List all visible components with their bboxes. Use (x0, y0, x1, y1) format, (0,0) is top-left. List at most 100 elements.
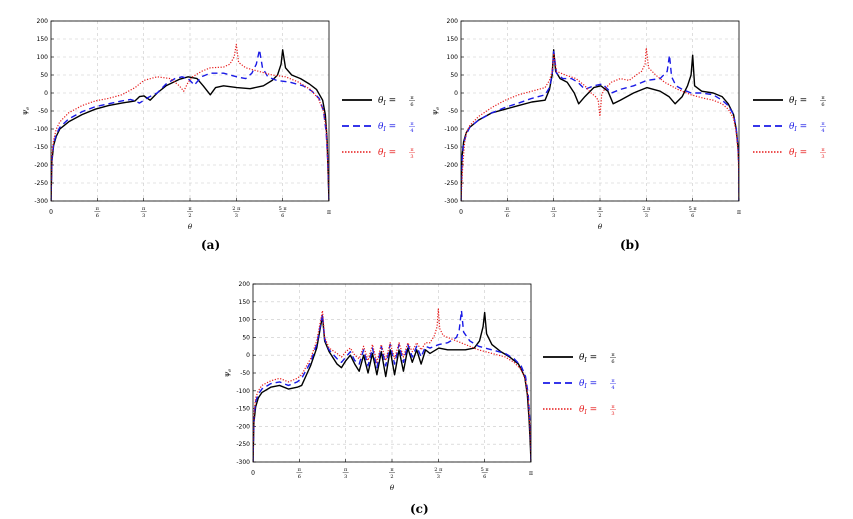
ytick-label-a-6: -100 (34, 126, 48, 133)
legend-eq-dashed-a: = (386, 122, 396, 132)
ytick-label-a-9: -250 (34, 180, 48, 187)
legend-frac-dotted-b-den: 3 (821, 154, 824, 160)
plot-frame-c (252, 283, 532, 463)
xtick-label-c-5-den: 6 (483, 474, 486, 480)
legend-label-dotted-a: θI = (378, 148, 396, 159)
legend-frac-dashed-a-den: 4 (410, 128, 413, 134)
xtick-label-a-3-num: π (188, 206, 192, 212)
ytick-label-c-4: 0 (246, 352, 250, 359)
panel-label-c: (c) (410, 502, 429, 516)
xtick-label-b-0: 0 (459, 209, 463, 216)
xtick-label-a-1: π6 (94, 206, 101, 219)
xtick-label-a-0-text: 0 (49, 209, 53, 216)
legend-frac-solid-c: π6 (610, 352, 616, 365)
legend-frac-dotted-a: π3 (409, 147, 415, 160)
legend-theta-dashed-c: θ (579, 379, 585, 389)
xtick-label-c-5: 5 π6 (481, 467, 490, 480)
ytick-label-b-6: -100 (444, 126, 458, 133)
xtick-label-c-1-num: π (298, 467, 302, 473)
ytick-label-b-9: -250 (444, 180, 458, 187)
legend-theta-dotted-c: θ (579, 405, 585, 415)
xtick-label-a-3: π2 (187, 206, 193, 219)
ytick-label-c-7: -150 (236, 406, 250, 413)
xtick-label-a-1-den: 6 (96, 213, 99, 219)
xtick-label-c-2: π3 (342, 467, 349, 480)
xtick-label-a-4: 2 π3 (232, 206, 241, 219)
xtick-label-a-2-num: π (142, 206, 146, 212)
plot-frame-b (460, 20, 740, 202)
ytick-label-b-4: 0 (454, 90, 458, 97)
xtick-label-a-2: π3 (140, 206, 147, 219)
ytick-label-a-5: -50 (38, 108, 48, 115)
legend-theta-solid-b: θ (789, 96, 795, 106)
ytick-label-b-1: 150 (447, 36, 459, 43)
legend-theta-dashed-a: θ (378, 122, 384, 132)
legend-frac-dashed-b: π4 (820, 121, 826, 134)
xtick-label-b-5: 5 π6 (689, 206, 698, 219)
legend-eq-solid-b: = (797, 96, 807, 106)
ytick-label-a-7: -150 (34, 144, 48, 151)
ytick-label-a-4: 0 (44, 90, 48, 97)
legend-frac-solid-b-den: 6 (821, 102, 824, 108)
y-axis-label-sub-b: e (435, 107, 441, 110)
panel-label-a: (a) (201, 238, 221, 252)
legend-theta-dotted-a: θ (378, 148, 384, 158)
legend-frac-solid-c-den: 6 (611, 359, 614, 365)
xtick-label-c-6-text: π (529, 470, 533, 477)
ytick-label-b-2: 100 (447, 54, 459, 61)
legend-frac-dotted-c: π3 (610, 404, 616, 417)
legend-sub-dotted-b: I (793, 152, 797, 159)
legend-eq-dotted-b: = (797, 148, 807, 158)
legend-frac-dashed-c-den: 4 (611, 385, 614, 391)
legend-frac-solid-b-num: π (821, 95, 825, 101)
series-line-dotted-b (461, 47, 739, 201)
xtick-label-c-2-den: 3 (344, 474, 347, 480)
xtick-label-b-6: π (737, 209, 741, 216)
xtick-label-c-4-den: 3 (437, 474, 440, 480)
xtick-label-c-0-text: 0 (251, 470, 255, 477)
xtick-label-b-4: 2 π3 (642, 206, 651, 219)
xtick-label-c-1-den: 6 (298, 474, 301, 480)
legend-eq-dashed-b: = (797, 122, 807, 132)
legend-sub-dashed-a: I (382, 126, 386, 133)
legend-sub-dashed-c: I (583, 383, 587, 390)
legend-sub-dotted-a: I (382, 152, 386, 159)
legend-sub-solid-b: I (793, 100, 797, 107)
chart-panel-a: 200 150 100 50 0 -50 -100 -150 -200 -250 -300 0 π 6 π 3… (0, 0, 430, 250)
xtick-label-b-5-den: 6 (691, 213, 694, 219)
legend-frac-dashed-a-num: π (410, 121, 414, 127)
ytick-label-a-2: 100 (37, 54, 49, 61)
legend-label-solid-a: θI = (378, 96, 396, 107)
xtick-label-b-3-den: 2 (598, 213, 601, 219)
xtick-label-a-0: 0 (49, 209, 53, 216)
ytick-label-c-1: 150 (239, 299, 251, 306)
legend-eq-solid-c: = (587, 353, 597, 363)
legend-label-solid-c: θI = (579, 353, 597, 364)
ytick-label-c-8: -200 (236, 423, 250, 430)
legend-frac-dotted-b: π3 (820, 147, 826, 160)
legend-sub-solid-c: I (583, 357, 587, 364)
ytick-label-a-10: -300 (34, 198, 48, 205)
y-axis-label-main-c: ψ (223, 371, 231, 377)
xtick-label-b-2: π3 (550, 206, 557, 219)
xtick-label-c-4-num: 2 π (434, 467, 443, 473)
panel-label-b: (b) (620, 238, 640, 252)
ytick-label-a-8: -200 (34, 162, 48, 169)
xtick-label-c-3-num: π (390, 467, 394, 473)
xtick-label-a-4-den: 3 (235, 213, 238, 219)
legend-theta-dashed-b: θ (789, 122, 795, 132)
ytick-label-c-5: -50 (240, 370, 250, 377)
legend-theta-solid-a: θ (378, 96, 384, 106)
xtick-label-b-1-den: 6 (506, 213, 509, 219)
ytick-label-c-6: -100 (236, 388, 250, 395)
xtick-label-c-3: π2 (389, 467, 395, 480)
ytick-label-c-3: 50 (242, 334, 250, 341)
chart-panel-c: 200 150 100 50 0 -50 -100 -150 -200 -250 -300 0 π 6 π 3… (205, 272, 635, 504)
ytick-label-b-8: -200 (444, 162, 458, 169)
legend-eq-solid-a: = (386, 96, 396, 106)
chart-panel-b: 200 150 100 50 0 -50 -100 -150 -200 -250 -300 0 π 6 π 3… (415, 0, 845, 250)
legend-sub-solid-a: I (382, 100, 386, 107)
ytick-label-c-10: -300 (236, 459, 250, 466)
